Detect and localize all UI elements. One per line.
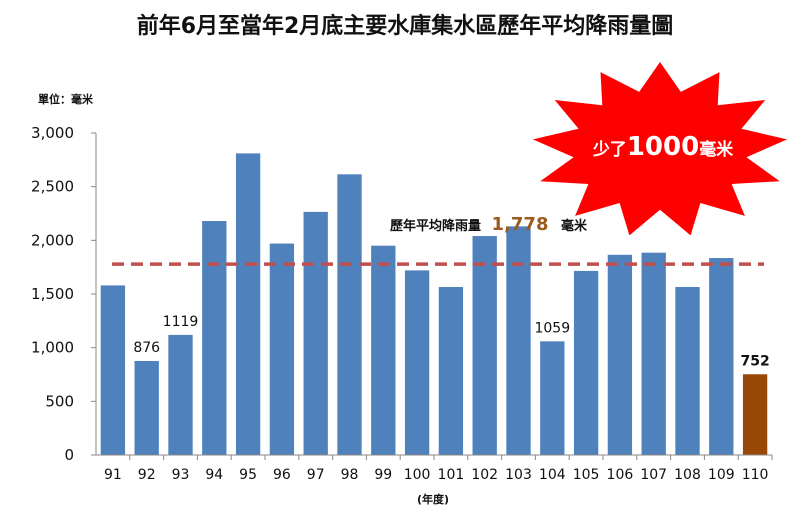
- bar-105: [573, 270, 599, 455]
- average-value: 1,778: [492, 214, 549, 235]
- bars: [100, 153, 768, 456]
- bar-110: [742, 374, 768, 455]
- callout-text: 少了1000毫米: [592, 132, 734, 162]
- data-label-104: 1059: [534, 320, 570, 336]
- x-tick-label: 97: [307, 467, 325, 483]
- bar-102: [472, 236, 497, 455]
- chart-title: 前年6月至當年2月底主要水庫集水區歷年平均降雨量圖: [137, 13, 674, 39]
- x-tick-label: 100: [404, 467, 431, 483]
- bar-96: [269, 243, 295, 455]
- data-label-93: 1119: [163, 314, 199, 330]
- x-tick-label: 91: [104, 467, 122, 483]
- x-tick-label: 109: [708, 467, 735, 483]
- data-label-92: 876: [133, 340, 160, 356]
- bar-95: [235, 153, 261, 456]
- bar-108: [675, 287, 700, 455]
- bar-91: [100, 285, 126, 455]
- x-tick-label: 93: [172, 467, 190, 483]
- bar-109: [709, 258, 734, 455]
- x-tick-label: 104: [539, 467, 566, 483]
- bar-106: [607, 254, 633, 455]
- average-label-suffix: 毫米: [561, 218, 588, 234]
- y-tick-label: 500: [45, 392, 74, 410]
- x-tick-label: 98: [341, 467, 359, 483]
- callout-number: 1000: [627, 132, 699, 162]
- data-label-110: 752: [740, 353, 769, 369]
- x-axis-label: (年度): [417, 492, 449, 506]
- x-tick-label: 99: [374, 467, 392, 483]
- y-tick-label: 1,500: [31, 285, 74, 303]
- bar-101: [438, 287, 464, 455]
- bar-98: [337, 174, 362, 455]
- x-tick-label: 101: [438, 467, 465, 483]
- average-label-prefix: 歷年平均降雨量: [390, 218, 481, 234]
- x-tick-label: 107: [640, 467, 667, 483]
- bar-100: [404, 270, 430, 455]
- y-tick-label: 0: [64, 446, 74, 464]
- callout-burst: 少了1000毫米: [532, 62, 788, 236]
- x-tick-label: 106: [607, 467, 634, 483]
- bar-103: [506, 226, 531, 455]
- x-tick-label: 102: [471, 467, 498, 483]
- bar-92: [134, 360, 159, 455]
- y-axis: 0 500 1,000 1,500 2,000 2,500 3,000: [31, 124, 97, 464]
- average-label: 歷年平均降雨量 1,778 毫米: [390, 214, 588, 235]
- x-tick-label: 110: [742, 467, 769, 483]
- unit-label: 單位：毫米: [38, 92, 94, 106]
- burst-shape: [532, 62, 788, 236]
- callout-prefix: 少了: [592, 140, 627, 160]
- x-tick-label: 94: [205, 467, 223, 483]
- x-tick-label: 92: [138, 467, 156, 483]
- x-tick-label: 96: [273, 467, 291, 483]
- y-tick-label: 2,500: [31, 178, 74, 196]
- bar-93: [168, 334, 193, 455]
- x-tick-label: 105: [573, 467, 600, 483]
- x-tick-label: 95: [239, 467, 257, 483]
- bar-107: [641, 252, 666, 455]
- y-tick-label: 2,000: [31, 231, 74, 249]
- bar-94: [202, 221, 227, 455]
- y-tick-label: 1,000: [31, 339, 74, 357]
- callout-suffix: 毫米: [699, 139, 734, 160]
- bar-104: [540, 341, 565, 455]
- y-tick-label: 3,000: [31, 124, 74, 142]
- bar-99: [371, 245, 396, 455]
- x-axis: 91 92 93 94 95 96 97 98 99 100 101 102 103 104 105 106 1…: [96, 454, 773, 483]
- x-tick-label: 108: [674, 467, 701, 483]
- bar-97: [303, 211, 328, 455]
- x-tick-label: 103: [505, 467, 532, 483]
